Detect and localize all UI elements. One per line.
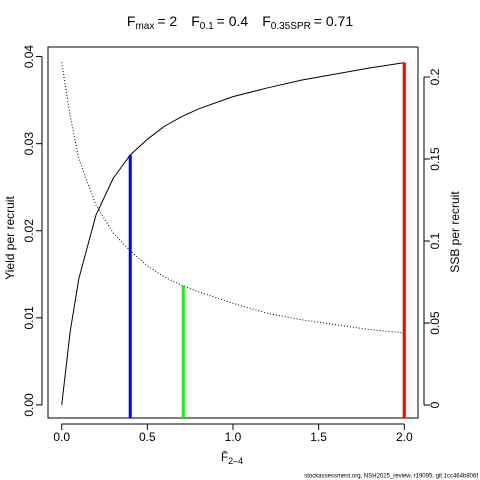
y2-tick-label: 0.2 (428, 68, 442, 85)
title-subscript: 0.35SPR (271, 21, 311, 32)
y-tick-label: 0.04 (22, 45, 36, 69)
title-subscript: max (135, 21, 154, 32)
title-symbol: F (262, 13, 271, 29)
x-axis-symbol: F̄ (221, 450, 228, 464)
y-tick-label: 0.01 (22, 306, 36, 330)
title-subscript: 0.1 (200, 21, 214, 32)
x-axis-label: F̄2–4 (221, 450, 243, 466)
title-value: = 0.71 (314, 13, 354, 29)
series-line (61, 62, 405, 405)
y-tick-label: 0.00 (22, 393, 36, 417)
title-symbol: F (191, 13, 200, 29)
y2-tick-label: 0.05 (428, 311, 442, 335)
x-tick-label: 1.5 (310, 430, 327, 444)
y2-tick-label: 0.1 (428, 232, 442, 249)
title-symbol: F (127, 13, 136, 29)
y-tick-label: 0.03 (22, 132, 36, 156)
x-axis-subscript: 2–4 (228, 456, 243, 466)
y2-tick-label: 0 (428, 401, 442, 408)
title-value: = 2 (157, 13, 177, 29)
x-tick-label: 0.5 (139, 430, 156, 444)
plot-frame (47, 46, 419, 419)
x-tick-label: 1.0 (225, 430, 242, 444)
y-axis-label: Yield per recruit (3, 196, 17, 280)
title-value: = 0.4 (217, 13, 249, 29)
footer: stockassessment.org, NSH2025_review, r19… (304, 474, 478, 480)
y-tick-label: 0.02 (22, 219, 36, 243)
y2-tick-label: 0.15 (428, 147, 442, 171)
x-tick-label: 2.0 (396, 430, 413, 444)
y2-axis-label: SSB per recruit (448, 191, 462, 273)
chart-title: Fmax = 2 F0.1 = 0.4 F0.35SPR = 0.71 (127, 13, 353, 32)
x-tick-label: 0.0 (53, 430, 70, 444)
series-line (61, 62, 405, 334)
